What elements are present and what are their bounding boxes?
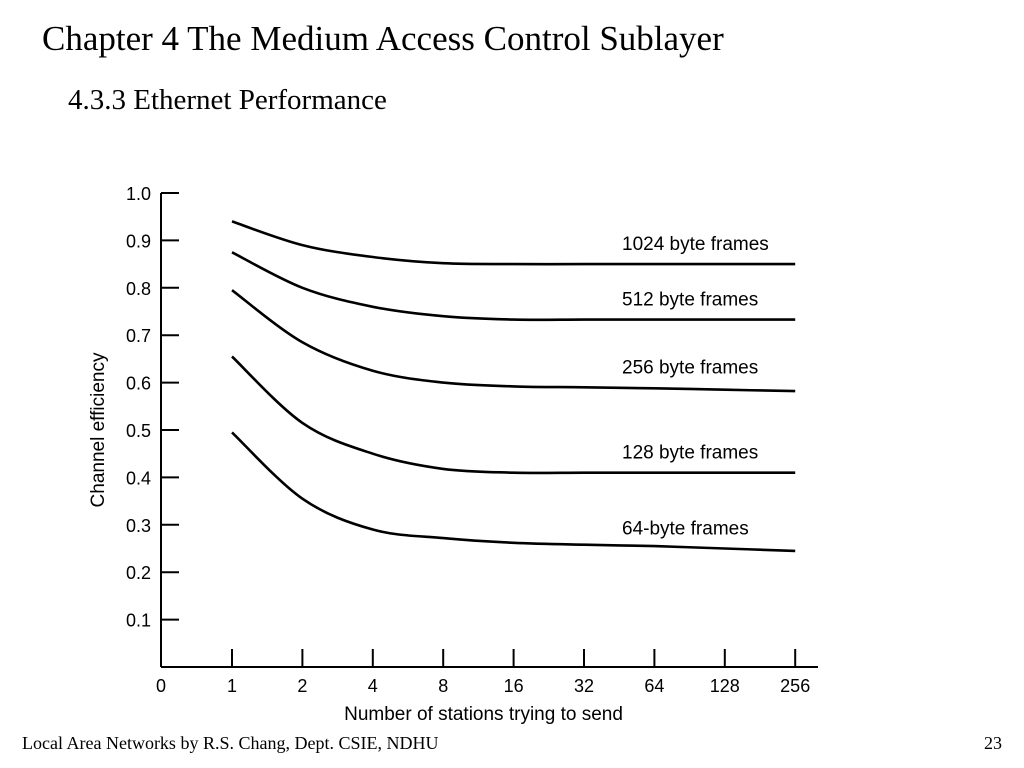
series-label: 256 byte frames xyxy=(622,358,758,379)
y-tick-label: 0.4 xyxy=(126,468,151,488)
footer-credit: Local Area Networks by R.S. Chang, Dept.… xyxy=(22,733,439,753)
series-line xyxy=(231,431,796,553)
slide-subtitle: 4.3.3 Ethernet Performance xyxy=(68,84,387,116)
y-tick-label: 0.2 xyxy=(126,563,151,583)
series-label: 64-byte frames xyxy=(622,519,749,540)
y-tick-label: 0.1 xyxy=(126,611,151,631)
y-ticks: 0.1 0.2 0.3 0.4 0.5 0.6 0.7 0.8 0.9 1.0 xyxy=(126,184,179,631)
series-line xyxy=(231,220,796,266)
y-tick-label: 1.0 xyxy=(126,184,151,204)
y-tick-label: 0.5 xyxy=(126,421,151,441)
x-tick-label: 0 xyxy=(156,676,166,696)
y-tick-label: 0.9 xyxy=(126,231,151,251)
x-tick-label: 64 xyxy=(644,676,664,696)
x-tick-label: 256 xyxy=(780,676,810,696)
x-tick-label: 1 xyxy=(227,676,237,696)
x-tick-label: 8 xyxy=(438,676,448,696)
series-line xyxy=(231,355,796,475)
x-ticks: 0 1 2 4 8 16 32 64 128 256 xyxy=(156,649,810,696)
series-label: 1024 byte frames xyxy=(622,234,769,255)
page-number: 23 xyxy=(984,733,1002,753)
x-tick-label: 4 xyxy=(368,676,378,696)
y-tick-label: 0.8 xyxy=(126,279,151,299)
x-tick-label: 128 xyxy=(710,676,740,696)
series-line xyxy=(231,251,796,322)
series-label: 512 byte frames xyxy=(622,290,758,311)
y-tick-label: 0.6 xyxy=(126,374,151,394)
y-tick-label: 0.7 xyxy=(126,326,151,346)
x-tick-label: 32 xyxy=(574,676,594,696)
slide-title: Chapter 4 The Medium Access Control Subl… xyxy=(42,19,724,58)
series-group: 1024 byte frames 512 byte frames 256 byte … xyxy=(231,220,796,553)
x-tick-label: 16 xyxy=(504,676,524,696)
y-tick-label: 0.3 xyxy=(126,516,151,536)
x-axis-label: Number of stations trying to send xyxy=(344,704,623,725)
x-tick-label: 2 xyxy=(297,676,307,696)
series-label: 128 byte frames xyxy=(622,443,758,464)
y-axis-label: Channel efficiency xyxy=(88,352,109,507)
series-line xyxy=(231,289,796,393)
